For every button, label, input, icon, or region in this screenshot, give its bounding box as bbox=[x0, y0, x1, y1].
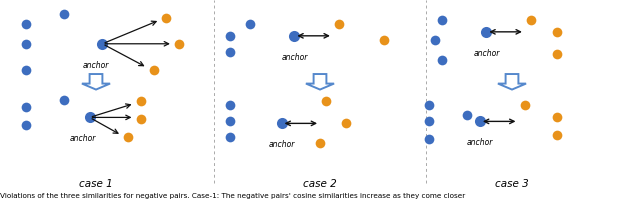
Polygon shape bbox=[306, 74, 334, 90]
Text: case 1: case 1 bbox=[79, 179, 113, 189]
Text: anchor: anchor bbox=[467, 138, 493, 147]
Text: anchor: anchor bbox=[268, 140, 295, 149]
Text: anchor: anchor bbox=[473, 49, 500, 58]
Text: anchor: anchor bbox=[281, 53, 308, 62]
Polygon shape bbox=[498, 74, 526, 90]
Text: Violations of the three similarities for negative pairs. Case-1: The negative pa: Violations of the three similarities for… bbox=[0, 193, 465, 199]
Polygon shape bbox=[82, 74, 110, 90]
Text: anchor: anchor bbox=[83, 61, 109, 70]
Text: case 2: case 2 bbox=[303, 179, 337, 189]
Text: anchor: anchor bbox=[70, 134, 97, 143]
Text: case 3: case 3 bbox=[495, 179, 529, 189]
